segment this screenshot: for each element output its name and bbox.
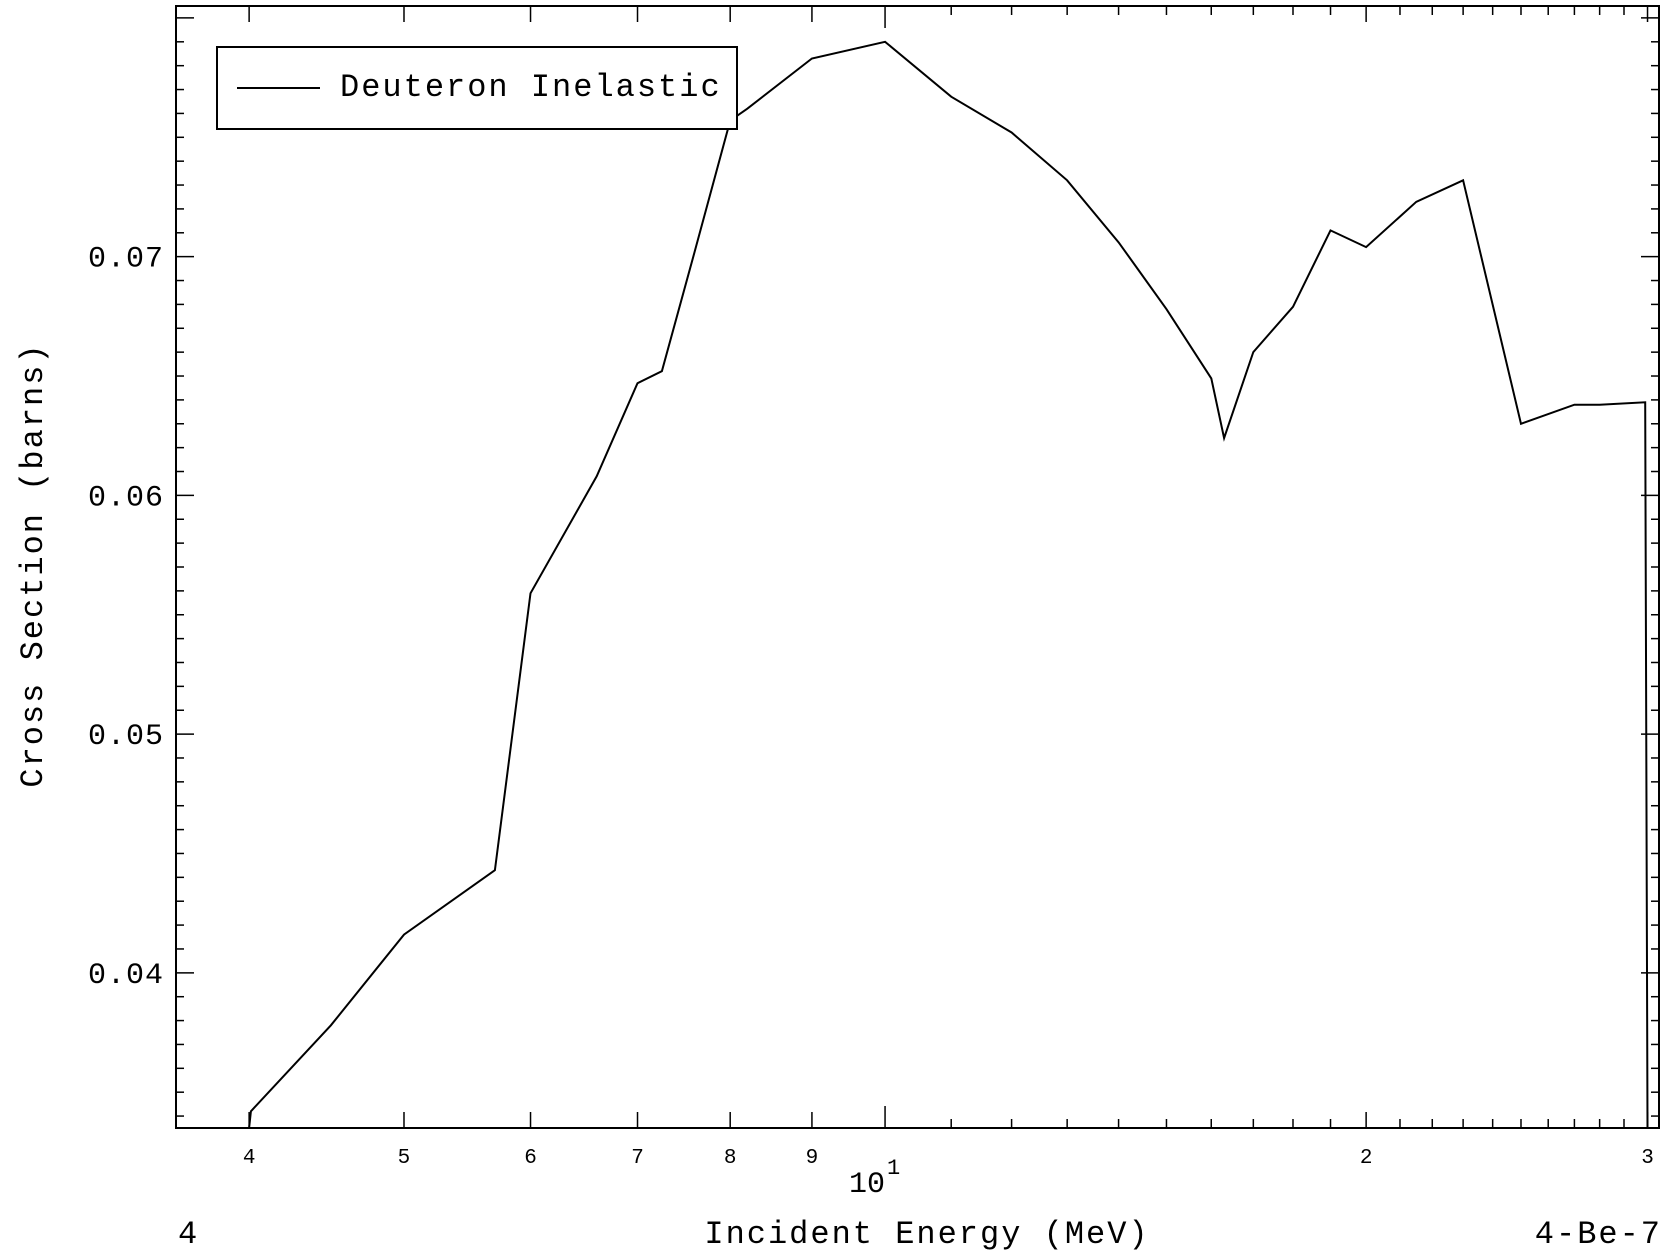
legend-label: Deuteron Inelastic [340,69,722,106]
x-tick-label: 4 [243,1147,256,1170]
axis-ticks [176,6,1659,1128]
series-line-deuteron-inelastic [248,40,1649,1129]
y-axis-title: Cross Section (barns) [15,342,52,787]
x-tick-label: 7 [631,1147,644,1170]
legend: Deuteron Inelastic [216,46,738,130]
x-tick-label: 2 [1360,1147,1373,1170]
x-decade-label-base: 10 [849,1168,885,1202]
y-tick-label: 0.06 [88,481,164,515]
x-tick-label: 3 [1641,1147,1654,1170]
axis-tick-labels: 0.04 0.05 0.06 0.07 4 5 6 7 8 9 2 3 10 1 [88,243,1654,1202]
plot-frame [175,5,1660,1129]
footer-right-text: 4-Be-7 [1535,1216,1662,1253]
x-tick-label: 5 [398,1147,411,1170]
x-decade-label-exponent: 1 [887,1156,900,1181]
x-axis-title: Incident Energy (MeV) [704,1216,1149,1253]
x-tick-label: 8 [724,1147,737,1170]
footer-left-text: 4 [178,1216,199,1253]
x-tick-label: 6 [524,1147,537,1170]
y-tick-label: 0.07 [88,243,164,277]
y-tick-label: 0.04 [88,959,164,993]
x-tick-label: 9 [806,1147,819,1170]
y-tick-label: 0.05 [88,720,164,754]
